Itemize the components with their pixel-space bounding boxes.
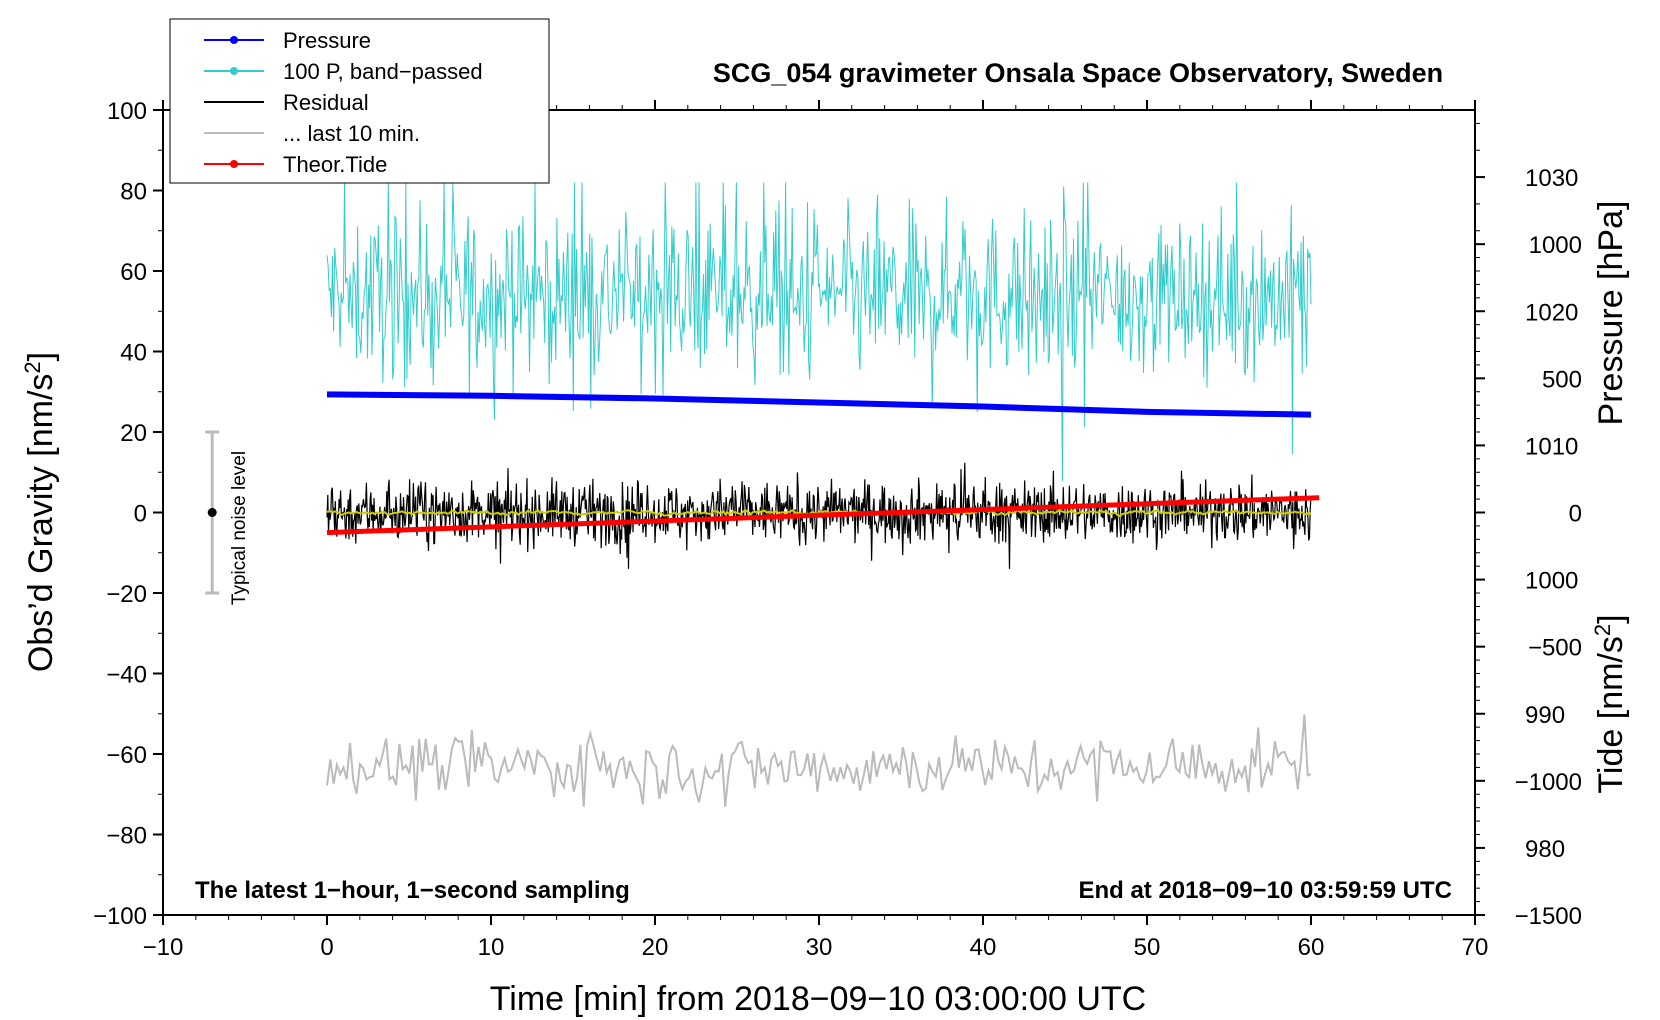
pressure-tick-label: 1010: [1525, 433, 1578, 460]
y-tick-label: 100: [107, 98, 147, 125]
pressure-tick-label: 1020: [1525, 299, 1578, 326]
x-tick-label: 70: [1462, 934, 1489, 961]
legend-label: ... last 10 min.: [283, 121, 420, 146]
y-tick-label: 60: [120, 259, 147, 286]
x-tick-label: 30: [806, 934, 833, 961]
series-line-pressure: [326, 391, 1312, 418]
tide-tick-label: 1000: [1529, 232, 1582, 259]
tide-axis-ticks: −1500 −1000 −500 0 500 1000: [1475, 232, 1582, 930]
legend-marker: [230, 160, 238, 168]
y-tick-label: −60: [106, 742, 147, 769]
x-tick-label: 20: [642, 934, 669, 961]
x-axis-ticks: −10 0 10 20 30 40 50 60 70: [143, 100, 1489, 961]
y-tick-label: −80: [106, 823, 147, 850]
y-tick-label: 80: [120, 179, 147, 206]
series-line-residual: [326, 462, 1312, 569]
annotation-end-time: End at 2018−09−10 03:59:59 UTC: [1078, 877, 1452, 904]
y-tick-label: −20: [106, 581, 147, 608]
y-tick-label: 20: [120, 420, 147, 447]
noise-level-label: Typical noise level: [229, 451, 250, 605]
annotation-sampling: The latest 1−hour, 1−second sampling: [195, 877, 630, 904]
y-axis-label-tide: Tide [nm/s2]: [1590, 614, 1630, 793]
legend-marker: [230, 67, 238, 75]
x-tick-label: 40: [970, 934, 997, 961]
legend: Pressure 100 P, band−passed Residual ... la…: [169, 18, 550, 184]
chart-title: SCG_054 gravimeter Onsala Space Observat…: [713, 58, 1443, 88]
tide-tick-label: −1000: [1515, 769, 1582, 796]
pressure-tick-label: 990: [1525, 702, 1565, 729]
pressure-axis-ticks: 980 990 1000 1010 1020 1030: [1475, 122, 1578, 903]
x-tick-label: −10: [143, 934, 184, 961]
noise-bar-center-dot: [207, 508, 217, 517]
series-line-last-10-min: [326, 714, 1312, 807]
y-tick-label: −40: [106, 662, 147, 689]
pressure-tick-label: 1000: [1525, 568, 1578, 595]
tide-tick-label: 0: [1569, 501, 1582, 528]
legend-label: Residual: [283, 90, 369, 115]
noise-level-indicator: [205, 430, 220, 595]
tide-tick-label: −500: [1528, 635, 1582, 662]
legend-label: Pressure: [283, 28, 371, 53]
tide-tick-label: 500: [1542, 366, 1582, 393]
pressure-tick-label: 980: [1525, 836, 1565, 863]
legend-label: 100 P, band−passed: [283, 59, 483, 84]
series-line-residual-smoothed: [326, 508, 1312, 518]
x-tick-label: 10: [478, 934, 505, 961]
pressure-tick-label: 1030: [1525, 165, 1578, 192]
x-tick-label: 50: [1134, 934, 1161, 961]
series-line-theoretical-tide: [326, 495, 1320, 536]
series-group: [326, 182, 1320, 807]
tide-tick-label: −1500: [1515, 903, 1582, 930]
y-tick-label: −100: [93, 903, 147, 930]
legend-label: Theor.Tide: [283, 152, 387, 177]
legend-marker: [230, 36, 238, 44]
y-axis-ticks: −100 −80 −60 −40 −20 0 20 40 60 80 100: [93, 98, 163, 930]
y-axis-label-pressure: Pressure [hPa]: [1592, 201, 1630, 426]
x-axis-label: Time [min] from 2018−09−10 03:00:00 UTC: [490, 980, 1146, 1018]
x-tick-label: 0: [320, 934, 333, 961]
y-tick-label: 40: [120, 340, 147, 367]
x-tick-label: 60: [1298, 934, 1325, 961]
y-axis-label-left: Obs’d Gravity [nm/s2]: [20, 352, 60, 672]
y-tick-label: 0: [134, 501, 147, 528]
series-line-bandpassed-pressure: [326, 182, 1312, 481]
